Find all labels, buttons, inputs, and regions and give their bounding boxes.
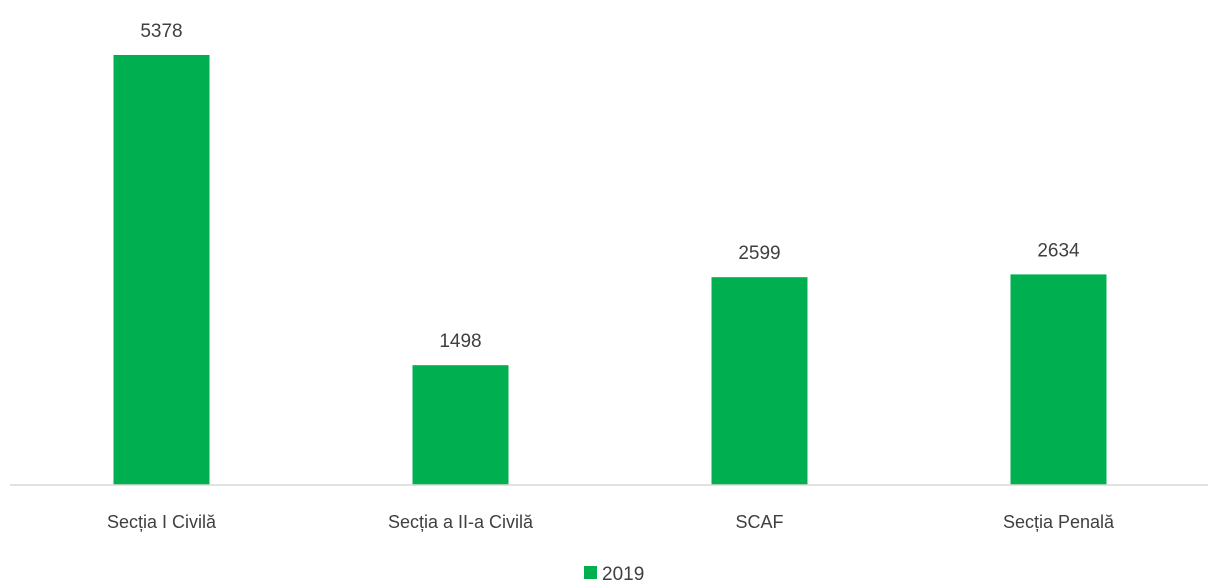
bar — [711, 277, 808, 485]
bar — [412, 365, 509, 485]
category-labels-layer: Secția I Civilă Secția a II-a Civilă SCAF S… — [107, 512, 1115, 532]
value-labels-layer: 5378 1498 2599 2634 — [140, 21, 1080, 352]
category-label: Secția a II-a Civilă — [388, 512, 534, 532]
bar-value-label: 2599 — [738, 243, 780, 264]
category-label: Secția Penală — [1003, 512, 1115, 532]
category-label: SCAF — [735, 512, 783, 532]
bar — [1010, 274, 1107, 485]
legend: 2019 — [584, 564, 644, 580]
bars-layer — [113, 55, 1107, 485]
legend-swatch — [584, 566, 597, 579]
bar-value-label: 2634 — [1037, 240, 1080, 261]
bar — [113, 55, 210, 485]
bar-value-label: 5378 — [140, 21, 182, 42]
category-label: Secția I Civilă — [107, 512, 217, 532]
legend-label: 2019 — [602, 564, 644, 580]
bar-value-label: 1498 — [439, 331, 481, 352]
